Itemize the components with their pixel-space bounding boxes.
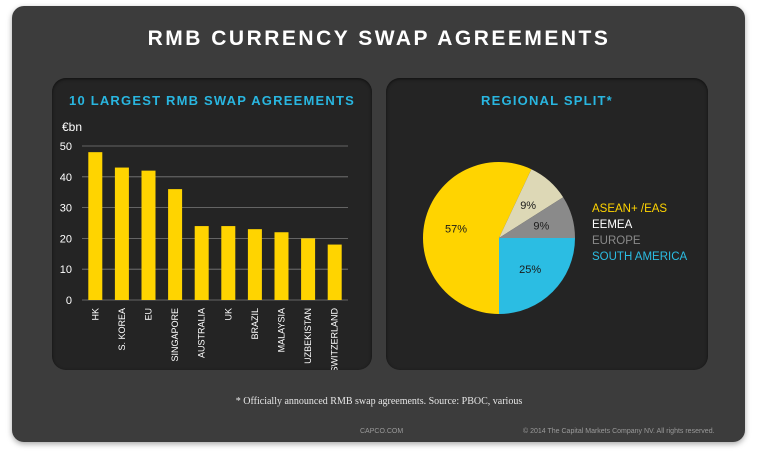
x-tick-label: EU <box>144 308 154 321</box>
bar-chart-title: 10 LARGEST RMB SWAP AGREEMENTS <box>69 93 355 108</box>
legend-entry: SOUTH AMERICA <box>592 251 688 263</box>
x-tick-label: UZBEKISTAN <box>303 308 313 364</box>
bar <box>221 226 236 300</box>
pie-slice <box>499 238 575 314</box>
pie-slice <box>423 162 532 314</box>
pie-slice-label: 57% <box>445 223 467 235</box>
bar <box>114 167 129 300</box>
pie-chart-panel: REGIONAL SPLIT* 57% 9% 9% 25% ASEAN+ /EAS EEM… <box>386 78 708 370</box>
bar <box>301 238 316 300</box>
legend-entry: EEMEA <box>592 219 633 231</box>
pie-slice <box>499 169 564 238</box>
legend-entry: EUROPE <box>592 235 641 247</box>
bar-chart-panel: 10 LARGEST RMB SWAP AGREEMENTS 0 10 20 30 40… <box>52 78 372 370</box>
bar <box>88 152 103 300</box>
pie-slice-label: 25% <box>519 264 541 276</box>
pie-slice <box>499 197 575 238</box>
x-tick-label: SWITZERLAND <box>330 308 340 370</box>
y-axis-label: €bn <box>62 120 82 134</box>
y-tick-label: 0 <box>66 295 72 307</box>
bar <box>274 232 289 300</box>
x-tick-label: S. KOREA <box>117 308 127 351</box>
y-tick-label: 10 <box>60 264 72 276</box>
y-tick-label: 20 <box>60 233 72 245</box>
page-title: RMB CURRENCY SWAP AGREEMENTS <box>147 27 611 50</box>
source-footnote: * Officially announced RMB swap agreemen… <box>235 396 523 407</box>
x-tick-label: SINGAPORE <box>170 308 180 362</box>
footer-website: CAPCO.COM <box>360 428 404 435</box>
pie-slice-label: 9% <box>533 221 549 233</box>
y-tick-label: 50 <box>60 141 72 153</box>
bar <box>194 226 209 300</box>
y-tick-label: 40 <box>60 172 72 184</box>
footer-copyright: © 2014 The Capital Markets Company NV. A… <box>523 428 715 435</box>
bar <box>247 229 262 300</box>
bar <box>327 244 342 300</box>
x-tick-label: HK <box>90 308 100 321</box>
bar <box>141 170 156 300</box>
bar <box>168 189 183 300</box>
bar-chart: 0 10 20 30 40 50 €bn HK S. KOREA EU SINGAPORE AUSTR… <box>60 120 348 370</box>
x-tick-label: MALAYSIA <box>277 308 287 352</box>
x-tick-label: BRAZIL <box>250 308 260 340</box>
pie-chart: 57% 9% 9% 25% ASEAN+ /EAS EEMEA EUROPE SOUTH AM… <box>423 162 688 314</box>
x-tick-label: UK <box>223 308 233 321</box>
x-tick-label: AUSTRALIA <box>197 308 207 358</box>
pie-chart-title: REGIONAL SPLIT* <box>481 93 613 108</box>
legend-entry: ASEAN+ /EAS <box>592 203 667 215</box>
pie-slice-label: 9% <box>520 200 536 212</box>
y-tick-label: 30 <box>60 203 72 215</box>
